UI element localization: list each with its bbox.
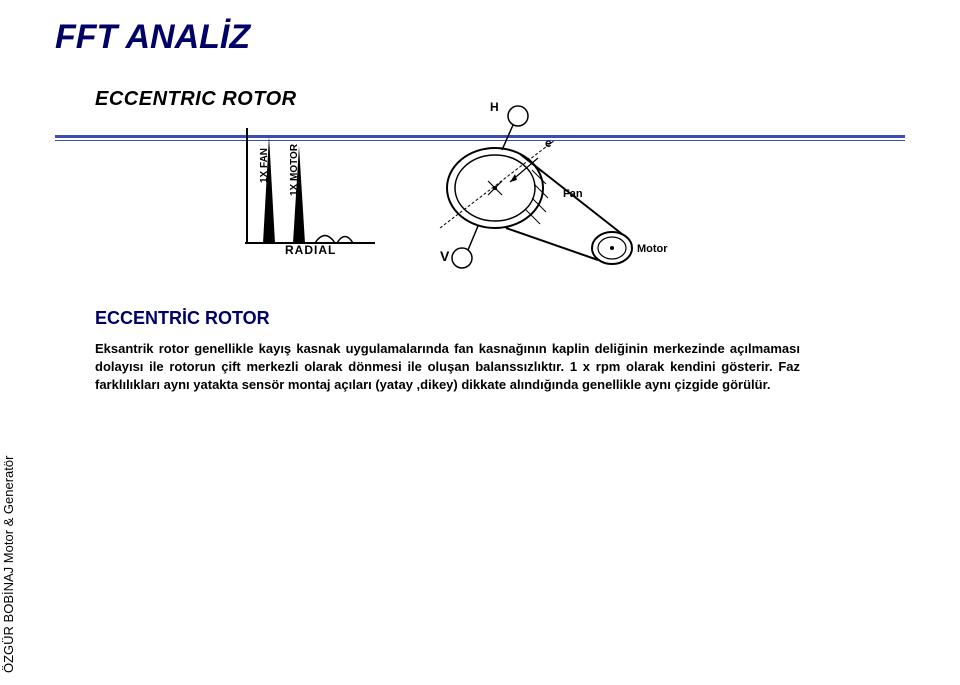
- axis-label-fan: 1X FAN: [259, 148, 270, 183]
- label-v: V: [440, 248, 449, 264]
- label-e: e: [545, 136, 552, 150]
- axis-label-motor: 1X MOTOR: [289, 144, 300, 196]
- label-motor: Motor: [637, 243, 668, 255]
- eccentric-rotor-diagram: ECCENTRIC ROTOR 1X FAN 1X MOTOR RADIAL: [95, 88, 655, 278]
- label-h: H: [490, 100, 499, 114]
- schematic-icon: [400, 98, 660, 288]
- body-text: Eksantrik rotor genellikle kayış kasnak …: [95, 340, 800, 395]
- radial-label: RADIAL: [285, 243, 336, 257]
- page-title: FFT ANALİZ: [55, 18, 250, 57]
- side-credit: ÖZGÜR BOBİNAJ Motor & Generatör: [1, 456, 16, 673]
- section-subtitle: ECCENTRİC ROTOR: [95, 308, 270, 329]
- label-fan: Fan: [563, 188, 583, 200]
- spectrum-icon: [245, 108, 375, 258]
